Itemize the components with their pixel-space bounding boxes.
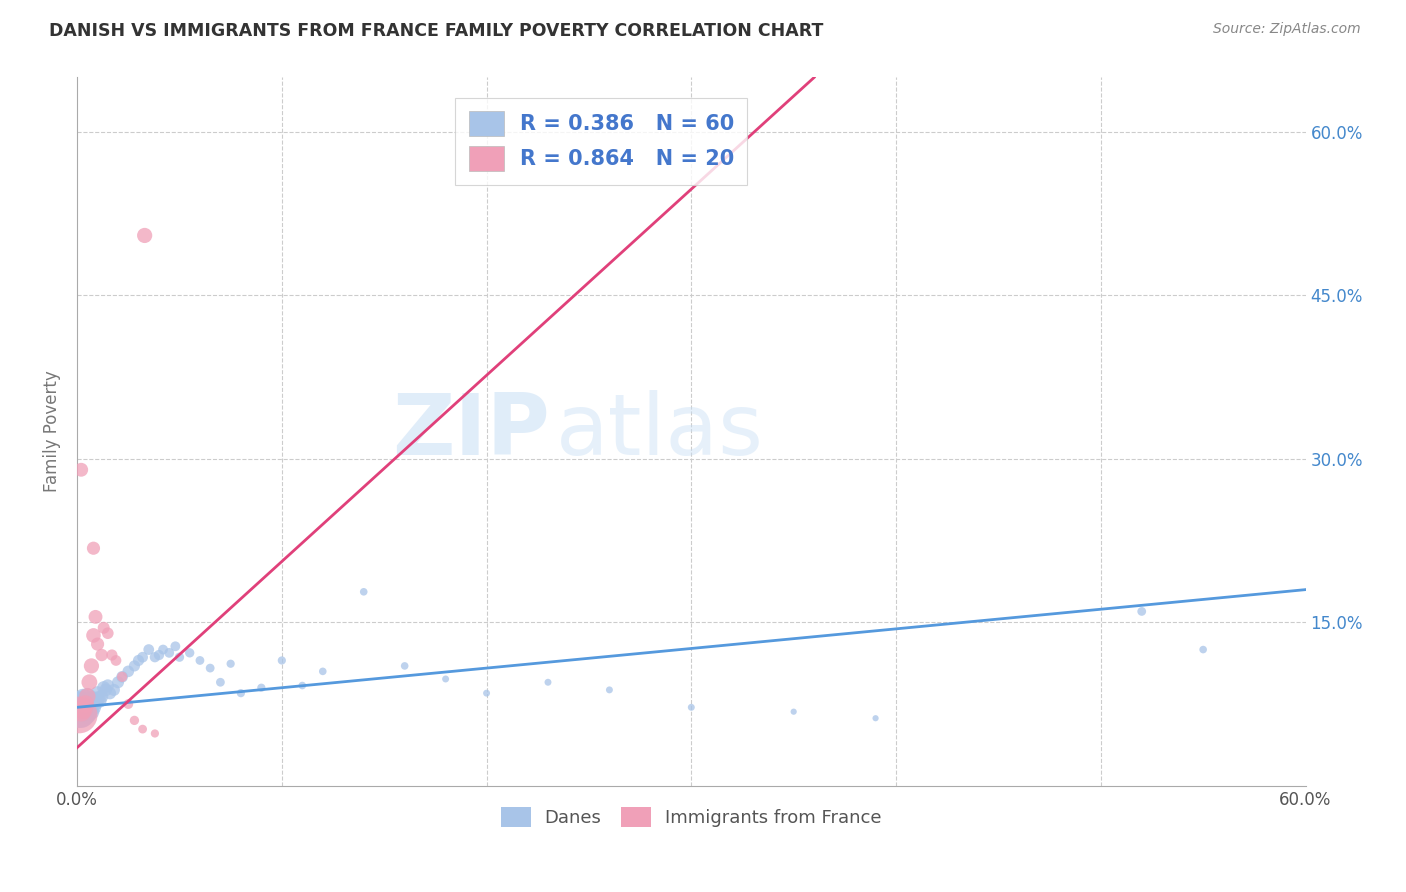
Point [1192, 642, 1215, 657]
Point [117, 697, 139, 711]
Point [104, 653, 127, 667]
Point [70, 705, 93, 719]
Point [353, 584, 375, 599]
Point [70, 708, 93, 723]
Point [681, 700, 703, 714]
Point [103, 682, 125, 697]
Point [67, 708, 90, 723]
Point [188, 653, 211, 667]
Point [76, 694, 98, 708]
Text: ZIP: ZIP [392, 390, 550, 473]
Point [80, 705, 103, 719]
Point [72, 691, 94, 706]
Point [86, 686, 108, 700]
Point [82, 700, 104, 714]
Point [67, 702, 90, 716]
Point [128, 653, 150, 667]
Text: atlas: atlas [557, 390, 765, 473]
Point [198, 661, 221, 675]
Point [97, 626, 120, 640]
Point [124, 659, 146, 673]
Y-axis label: Family Poverty: Family Poverty [44, 371, 60, 492]
Legend: Danes, Immigrants from France: Danes, Immigrants from France [495, 800, 889, 834]
Point [124, 714, 146, 728]
Point [76, 690, 98, 704]
Point [475, 686, 498, 700]
Point [270, 653, 292, 667]
Point [97, 679, 120, 693]
Point [101, 648, 124, 662]
Point [94, 682, 117, 697]
Point [75, 705, 97, 719]
Point [291, 679, 314, 693]
Point [86, 691, 108, 706]
Point [111, 670, 134, 684]
Point [117, 665, 139, 679]
Point [111, 670, 134, 684]
Point [79, 697, 101, 711]
Point [86, 637, 108, 651]
Point [131, 650, 153, 665]
Point [90, 690, 112, 704]
Point [98, 686, 121, 700]
Point [72, 702, 94, 716]
Point [82, 541, 104, 556]
Point [82, 628, 104, 642]
Point [229, 686, 252, 700]
Point [80, 691, 103, 706]
Point [134, 228, 156, 243]
Text: DANISH VS IMMIGRANTS FROM FRANCE FAMILY POVERTY CORRELATION CHART: DANISH VS IMMIGRANTS FROM FRANCE FAMILY … [49, 22, 824, 40]
Point [70, 463, 93, 477]
Point [89, 694, 111, 708]
Point [865, 711, 887, 725]
Point [598, 682, 620, 697]
Point [219, 657, 242, 671]
Point [250, 681, 273, 695]
Point [84, 696, 107, 710]
Point [70, 697, 93, 711]
Point [79, 675, 101, 690]
Point [143, 650, 166, 665]
Point [107, 675, 129, 690]
Point [93, 621, 115, 635]
Point [75, 700, 97, 714]
Point [434, 672, 457, 686]
Point [79, 702, 101, 716]
Text: Source: ZipAtlas.com: Source: ZipAtlas.com [1213, 22, 1361, 37]
Point [80, 659, 103, 673]
Point [82, 694, 104, 708]
Point [165, 640, 187, 654]
Point [84, 610, 107, 624]
Point [143, 726, 166, 740]
Point [93, 681, 115, 695]
Point [76, 690, 98, 704]
Point [179, 646, 201, 660]
Point [157, 646, 180, 660]
Point [72, 702, 94, 716]
Point [169, 650, 191, 665]
Point [76, 708, 98, 723]
Point [1130, 604, 1153, 618]
Point [131, 722, 153, 736]
Point [75, 697, 97, 711]
Point [90, 648, 112, 662]
Point [138, 642, 160, 657]
Point [782, 705, 804, 719]
Point [394, 659, 416, 673]
Point [312, 665, 335, 679]
Point [148, 648, 170, 662]
Point [537, 675, 560, 690]
Point [152, 642, 174, 657]
Point [209, 675, 232, 690]
